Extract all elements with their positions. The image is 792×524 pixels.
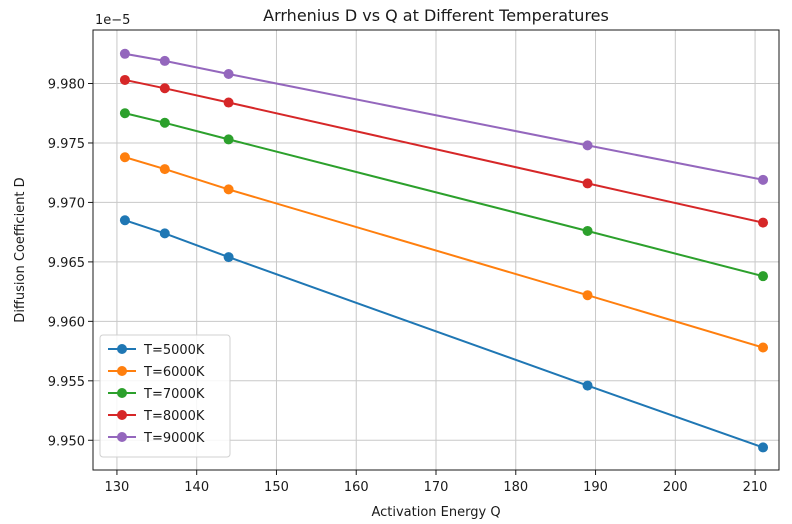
data-point: [119, 108, 130, 119]
data-point: [758, 271, 769, 282]
y-tick-label: 9.960: [48, 315, 85, 330]
x-axis-label: Activation Energy Q: [371, 505, 500, 520]
legend-swatch-marker: [117, 432, 127, 442]
data-point: [159, 83, 170, 94]
x-tick-label: 170: [424, 480, 449, 495]
data-point: [159, 164, 170, 175]
legend-item: T=7000K: [108, 387, 205, 402]
chart-title: Arrhenius D vs Q at Different Temperatur…: [263, 6, 609, 25]
data-point: [119, 152, 130, 163]
legend-item: T=8000K: [108, 409, 205, 424]
legend-swatch-marker: [117, 388, 127, 398]
y-tick-label: 9.975: [48, 137, 85, 152]
data-point: [582, 225, 593, 236]
y-tick-label: 9.970: [48, 196, 85, 211]
y-tick-label: 9.965: [48, 256, 85, 271]
legend-item: T=5000K: [108, 343, 205, 358]
x-tick-label: 210: [743, 480, 768, 495]
axis-ticks: 130 140 150 160 170 180 190 200 210 9.950 9.955 9.9…: [48, 78, 768, 495]
legend: T=5000K T=6000K T=7000K T=8000K T=9000K: [99, 334, 231, 458]
data-point: [758, 442, 769, 453]
series-3: [119, 108, 769, 282]
legend-item: T=6000K: [108, 365, 205, 380]
data-point: [223, 134, 234, 145]
data-point: [159, 228, 170, 239]
x-tick-label: 130: [105, 480, 130, 495]
data-point: [119, 74, 130, 85]
data-point: [159, 55, 170, 66]
data-point: [582, 380, 593, 391]
legend-label: T=8000K: [143, 409, 205, 424]
legend-label: T=9000K: [143, 431, 205, 446]
data-point: [758, 174, 769, 185]
y-tick-label: 9.980: [48, 78, 85, 93]
data-point: [758, 217, 769, 228]
x-tick-label: 190: [583, 480, 608, 495]
legend-item: T=9000K: [108, 431, 205, 446]
series-line: [124, 52, 764, 181]
data-point: [223, 184, 234, 195]
legend-swatch-marker: [117, 344, 127, 354]
data-point: [582, 290, 593, 301]
data-point: [223, 252, 234, 263]
data-point: [119, 48, 130, 59]
y-axis-label: Diffusion Coefficient D: [13, 177, 28, 322]
series-line: [124, 78, 764, 224]
series-1: [119, 215, 769, 453]
data-point: [159, 117, 170, 128]
series-2: [119, 152, 769, 353]
series-5: [119, 48, 769, 185]
x-tick-label: 140: [184, 480, 209, 495]
series-group: [119, 48, 769, 453]
data-point: [582, 178, 593, 189]
series-4: [119, 74, 769, 228]
data-point: [119, 215, 130, 226]
data-point: [758, 342, 769, 353]
legend-box: [99, 334, 231, 458]
legend-label: T=7000K: [143, 387, 205, 402]
y-offset-label: 1e−5: [95, 13, 130, 28]
y-tick-label: 9.950: [48, 434, 85, 449]
data-point: [582, 140, 593, 151]
x-tick-label: 160: [344, 480, 369, 495]
legend-swatch-marker: [117, 366, 127, 376]
y-tick-label: 9.955: [48, 375, 85, 390]
data-point: [223, 97, 234, 108]
legend-swatch-marker: [117, 410, 127, 420]
data-point: [223, 69, 234, 79]
legend-label: T=5000K: [143, 343, 205, 358]
legend-label: T=6000K: [143, 365, 205, 380]
series-line: [124, 112, 764, 278]
x-tick-label: 150: [264, 480, 289, 495]
x-tick-label: 180: [503, 480, 528, 495]
x-tick-label: 200: [663, 480, 688, 495]
